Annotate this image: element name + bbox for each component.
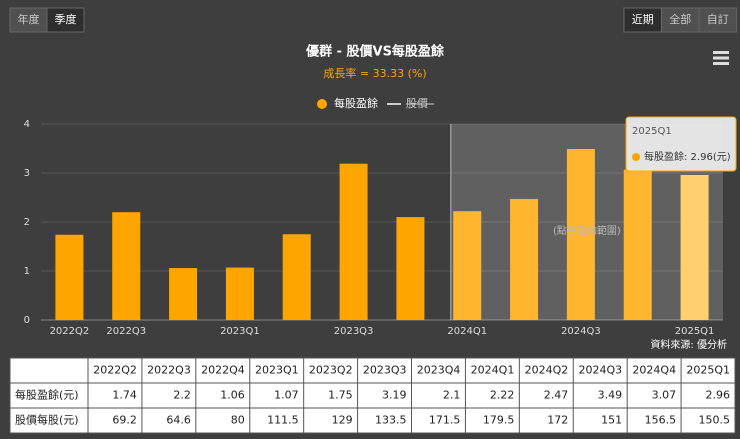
tooltip-title: 2025Q1 xyxy=(632,126,672,137)
chart-subtitle: 成長率 = 33.33 (%) xyxy=(323,66,426,80)
bar xyxy=(680,174,709,320)
table-cell: 111.5 xyxy=(267,414,299,427)
bar xyxy=(339,163,368,320)
legend-label[interactable]: 每股盈餘 xyxy=(334,96,378,110)
table-header: 2023Q2 xyxy=(309,364,353,377)
table-header: 2024Q4 xyxy=(632,364,676,377)
menu-bar xyxy=(713,62,729,65)
table-cell: 2.96 xyxy=(706,389,731,402)
table-header: 2024Q3 xyxy=(579,364,623,377)
bar xyxy=(112,212,141,320)
button[interactable]: 自訂 xyxy=(698,7,737,33)
table-header: 2022Q2 xyxy=(93,364,137,377)
bar xyxy=(396,217,425,320)
table-cell: 133.5 xyxy=(375,414,407,427)
tooltip: 2025Q1 每股盈餘: 2.96(元) xyxy=(625,116,737,172)
table-cell: 172 xyxy=(547,414,568,427)
table-cell: 1.75 xyxy=(328,389,353,402)
button[interactable]: 近期 xyxy=(623,7,662,33)
table-cell: 2.47 xyxy=(544,389,569,402)
legend-item[interactable]: 每股盈餘 xyxy=(317,96,378,110)
table-header: 2024Q2 xyxy=(525,364,569,377)
table-row-label: 股價每股(元) xyxy=(15,413,79,427)
table-cell: 179.5 xyxy=(483,414,515,427)
x-tick-label: 2023Q1 xyxy=(220,326,260,337)
bar xyxy=(453,211,482,320)
bar xyxy=(282,234,311,320)
table-cell: 80 xyxy=(231,414,245,427)
table-cell: 151 xyxy=(601,414,622,427)
button-bg[interactable] xyxy=(698,7,737,33)
tooltip-marker xyxy=(632,153,640,161)
button-label[interactable]: 季度 xyxy=(55,12,77,26)
table-row-label: 每股盈餘(元) xyxy=(15,388,79,402)
menu-bar xyxy=(713,56,729,60)
x-tick-label: 2024Q1 xyxy=(447,326,487,337)
button-label[interactable]: 全部 xyxy=(669,12,691,26)
y-tick-label: 3 xyxy=(24,168,30,179)
table-header: 2022Q4 xyxy=(201,364,245,377)
bar xyxy=(510,198,539,320)
table-bg xyxy=(9,357,736,434)
bar xyxy=(55,234,84,320)
menu-bar xyxy=(713,51,729,54)
menu-icon[interactable] xyxy=(711,49,731,67)
table-cell: 3.07 xyxy=(652,389,677,402)
table-cell: 150.5 xyxy=(699,414,731,427)
table-cell: 171.5 xyxy=(429,414,461,427)
bar xyxy=(225,267,254,320)
tooltip-text: 每股盈餘: 2.96(元) xyxy=(644,150,731,163)
bar xyxy=(566,148,595,320)
button[interactable]: 全部 xyxy=(661,7,700,33)
button[interactable]: 季度 xyxy=(46,7,85,33)
table-header: 2023Q1 xyxy=(255,364,299,377)
table-cell: 2.1 xyxy=(443,389,461,402)
tooltip-bg xyxy=(625,116,737,172)
button-label[interactable]: 近期 xyxy=(632,13,654,26)
table-cell: 2.22 xyxy=(490,389,515,402)
button-label[interactable]: 自訂 xyxy=(707,12,729,26)
table-cell: 64.6 xyxy=(166,414,191,427)
table-cell: 156.5 xyxy=(645,414,677,427)
table-cell: 1.74 xyxy=(112,389,137,402)
table-cell: 69.2 xyxy=(112,414,137,427)
table-cell: 1.06 xyxy=(220,389,245,402)
table-cell: 1.07 xyxy=(274,389,299,402)
x-tick-label: 2022Q2 xyxy=(50,326,90,337)
table-cell: 129 xyxy=(332,414,353,427)
bar xyxy=(169,268,198,320)
x-tick-label: 2025Q1 xyxy=(675,326,715,337)
button-bg[interactable] xyxy=(9,7,48,33)
button-bg[interactable] xyxy=(661,7,700,33)
table-cell: 2.2 xyxy=(173,389,191,402)
bar xyxy=(623,169,652,320)
button-label[interactable]: 年度 xyxy=(18,12,40,26)
y-tick-label: 4 xyxy=(24,119,30,130)
x-tick-label: 2023Q3 xyxy=(334,326,374,337)
table-header: 2023Q4 xyxy=(417,364,461,377)
legend-item[interactable]: 股價 xyxy=(387,96,434,110)
y-tick-label: 1 xyxy=(24,266,30,277)
table-header: 2022Q3 xyxy=(147,364,191,377)
selection-note: (點擊查詢範圍) xyxy=(553,224,621,237)
table-cell: 3.49 xyxy=(598,389,623,402)
table-header: 2025Q1 xyxy=(686,364,730,377)
y-tick-label: 2 xyxy=(24,217,30,228)
x-tick-label: 2022Q3 xyxy=(106,326,146,337)
table-cell: 3.19 xyxy=(382,389,407,402)
table-header: 2024Q1 xyxy=(471,364,515,377)
button-bg[interactable] xyxy=(623,7,662,33)
chart-title: 優群 - 股價VS每股盈餘 xyxy=(305,44,445,60)
table-header: 2023Q3 xyxy=(363,364,407,377)
x-tick-label: 2024Q3 xyxy=(561,326,601,337)
button-bg[interactable] xyxy=(46,7,85,33)
button[interactable]: 年度 xyxy=(9,7,48,33)
source: 資料來源: 優分析 xyxy=(650,338,727,351)
y-tick-label: 0 xyxy=(24,315,30,326)
legend-label[interactable]: 股價 xyxy=(406,96,428,110)
legend-marker[interactable] xyxy=(317,99,327,109)
